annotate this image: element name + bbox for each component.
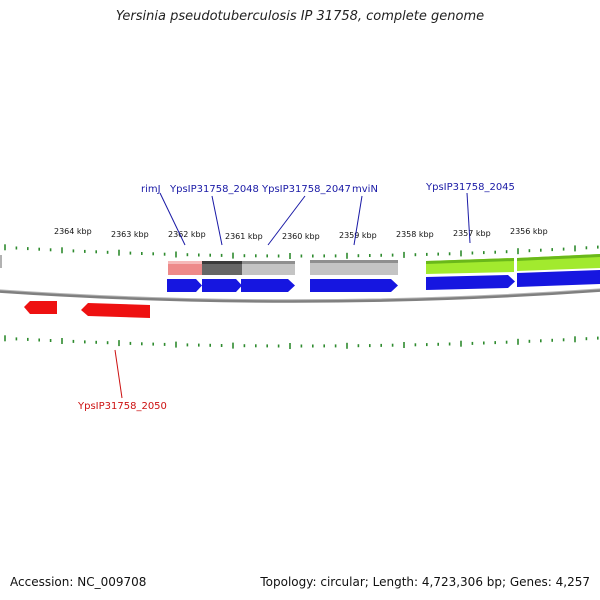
kbp-label-2358: 2358 kbp bbox=[396, 230, 434, 239]
gene-label-ypsip-2050[interactable]: YpsIP31758_2050 bbox=[77, 401, 167, 412]
feature-rimJ[interactable] bbox=[168, 262, 203, 275]
leader-ypsip-2048 bbox=[211, 195, 223, 246]
footer-topology: Topology: circular; Length: 4,723,306 bp… bbox=[260, 575, 590, 589]
kbp-label-2359: 2359 kbp bbox=[339, 231, 377, 240]
cds-ypsip-2048[interactable] bbox=[202, 279, 242, 292]
kbp-label-2363: 2363 kbp bbox=[111, 230, 149, 239]
feature-ypsip-2048[interactable] bbox=[202, 262, 242, 275]
cds-ypsip-2047[interactable] bbox=[241, 279, 295, 292]
gene-label-ypsip-2045[interactable]: YpsIP31758_2045 bbox=[425, 182, 515, 193]
cds-mviN[interactable] bbox=[310, 279, 398, 292]
cds-ypsip-2045[interactable] bbox=[426, 275, 515, 290]
genome-backbone bbox=[0, 288, 600, 303]
tick-ruler-top bbox=[4, 244, 599, 259]
leader-rimJ bbox=[159, 192, 186, 246]
leader-lines bbox=[114, 192, 471, 399]
kbp-label-2364: 2364 kbp bbox=[54, 227, 92, 236]
cds-ypsip-2050[interactable] bbox=[81, 303, 150, 318]
feature-mviN[interactable] bbox=[310, 261, 398, 275]
map-title: Yersinia pseudotuberculosis IP 31758, co… bbox=[115, 9, 485, 24]
leader-ypsip-2050 bbox=[114, 349, 123, 399]
gene-labels: rimJ YpsIP31758_2048 YpsIP31758_2047 mvi… bbox=[77, 182, 515, 412]
gene-label-ypsip-2047[interactable]: YpsIP31758_2047 bbox=[261, 184, 351, 195]
footer-accession: Accession: NC_009708 bbox=[10, 575, 147, 589]
leader-ypsip-2045 bbox=[466, 192, 471, 244]
feature-ypsip-2047-highlight bbox=[242, 261, 295, 264]
cds-blue-right[interactable] bbox=[517, 270, 600, 287]
leader-mviN bbox=[353, 195, 363, 246]
feature-ypsip-2047[interactable] bbox=[242, 262, 295, 275]
cds-track-reverse bbox=[24, 301, 150, 318]
gene-label-ypsip-2048[interactable]: YpsIP31758_2048 bbox=[169, 184, 259, 195]
kbp-label-2360: 2360 kbp bbox=[282, 232, 320, 241]
cds-track-forward bbox=[167, 270, 600, 292]
genome-backbone-highlight bbox=[0, 288, 600, 301]
cds-red-left[interactable] bbox=[24, 301, 57, 314]
feature-ypsip-2045-highlight bbox=[426, 258, 514, 264]
tick-ruler-bottom bbox=[4, 335, 599, 349]
feature-track bbox=[168, 254, 600, 275]
feature-mviN-highlight bbox=[310, 260, 398, 263]
cds-rimJ[interactable] bbox=[167, 279, 202, 292]
kbp-labels: 2364 kbp 2363 kbp 2362 kbp 2361 kbp 2360… bbox=[54, 227, 548, 241]
feature-ypsip-2048-highlight bbox=[202, 261, 242, 264]
kbp-label-2357: 2357 kbp bbox=[453, 229, 491, 238]
feature-green-right-highlight bbox=[517, 254, 600, 261]
feature-rimJ-highlight bbox=[168, 261, 203, 264]
kbp-label-2356: 2356 kbp bbox=[510, 227, 548, 236]
kbp-label-2361: 2361 kbp bbox=[225, 232, 263, 241]
gene-label-rimJ[interactable]: rimJ bbox=[141, 184, 161, 195]
gene-label-mviN[interactable]: mviN bbox=[352, 184, 378, 195]
kbp-label-2362: 2362 kbp bbox=[168, 230, 206, 239]
leader-ypsip-2047 bbox=[267, 195, 306, 246]
